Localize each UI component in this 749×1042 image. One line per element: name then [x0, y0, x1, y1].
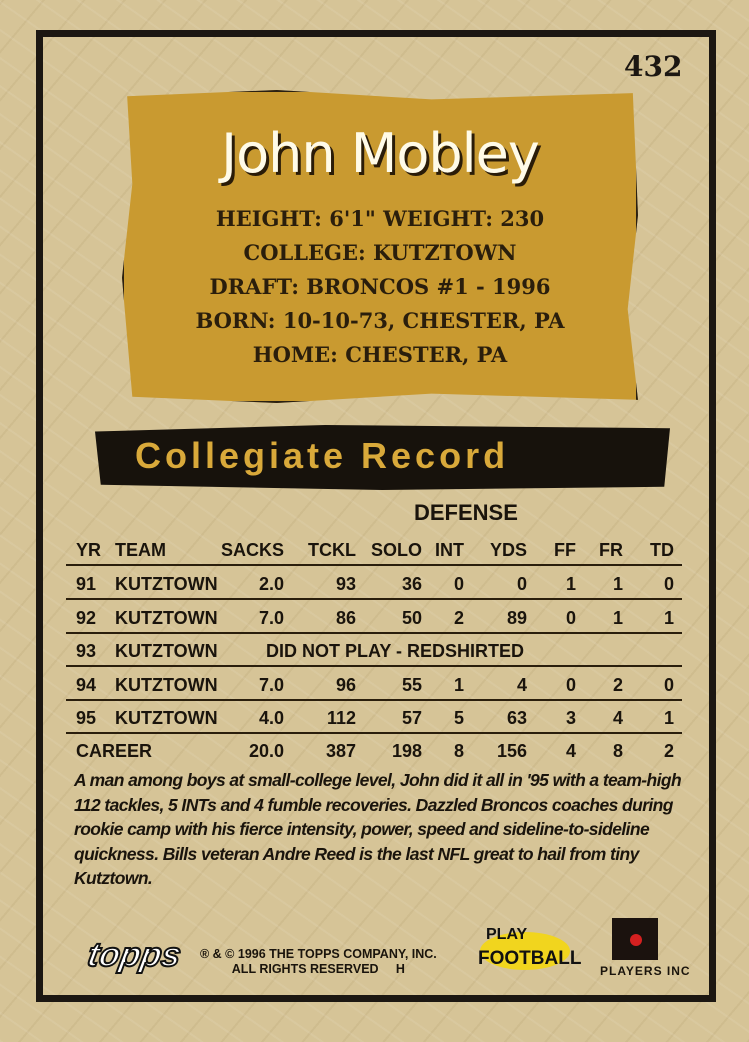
defense-header: DEFENSE [414, 500, 518, 525]
table-cell: 0 [565, 607, 576, 628]
table-cell: 156 [496, 741, 527, 761]
table-cell: 94 [76, 674, 97, 695]
table-cell: 95 [76, 708, 97, 728]
copyright-line: ALL RIGHTS RESERVED H [231, 962, 405, 976]
table-cell: 96 [335, 674, 356, 695]
table-cell: 86 [335, 607, 356, 628]
table-cell: YDS [489, 540, 527, 560]
copyright: ® & © 1996 THE TOPPS COMPANY, INC. ALL R… [200, 947, 437, 977]
table-cell: 93 [76, 641, 97, 661]
table-cell: 2 [453, 607, 464, 628]
player-name: John Mobley [221, 122, 540, 185]
table-row: CAREER 20.0 387 198 8 156 4 8 2 [66, 733, 682, 767]
table-cell: 7.0 [258, 674, 284, 695]
table-cell: TEAM [115, 540, 166, 560]
table-cell: DID NOT PLAY - REDSHIRTED [266, 641, 525, 661]
table-cell: 91 [76, 574, 97, 594]
table-cell: 0 [516, 574, 527, 594]
table-cell: 4 [516, 674, 527, 695]
table-cell: TCKL [308, 540, 356, 560]
bio-text: A man among boys at small-college level,… [74, 770, 682, 888]
table-cell: YR [76, 540, 102, 560]
table-cell: 4.0 [258, 708, 284, 728]
info-line: HEIGHT: 6'1" WEIGHT: 230 [215, 206, 545, 231]
table-row: 92 KUTZTOWN 7.0 86 50 2 89 0 1 1 [66, 600, 682, 634]
table-cell: 2.0 [258, 574, 284, 594]
section-banner: Collegiate Record [95, 425, 670, 490]
info-line: COLLEGE: KUTZTOWN [243, 240, 517, 265]
table-cell: 50 [401, 607, 422, 628]
players-inc-logo [612, 918, 658, 960]
table-cell: 1 [663, 708, 674, 728]
table-cell: 0 [453, 574, 464, 594]
table-cell: 0 [565, 674, 576, 695]
table-cell: CAREER [76, 741, 153, 761]
table-row: 91 KUTZTOWN 2.0 93 36 0 0 1 1 0 [66, 566, 682, 600]
table-cell: 4 [565, 741, 576, 761]
table-cell: 5 [453, 708, 464, 728]
table-cell: 36 [401, 574, 422, 594]
table-cell: INT [435, 540, 464, 560]
table-cell: FF [554, 540, 576, 560]
table-row: 95 KUTZTOWN 4.0 112 57 5 63 3 4 1 [66, 700, 682, 734]
table-cell: 93 [335, 574, 356, 594]
table-cell: KUTZTOWN [115, 641, 218, 661]
table-cell: 4 [612, 708, 623, 728]
section-title: Collegiate Record [135, 435, 510, 476]
table-row: YR TEAM SACKS TCKL SOLO INT YDS FF FR TD [66, 532, 682, 566]
table-cell: TD [650, 540, 674, 560]
table-cell: 63 [506, 708, 527, 728]
table-cell: 89 [506, 607, 527, 628]
table-cell: KUTZTOWN [115, 607, 218, 628]
table-cell: 1 [565, 574, 576, 594]
table-cell: 112 [326, 708, 356, 728]
table-cell: FR [599, 540, 623, 560]
info-line: DRAFT: BRONCOS #1 - 1996 [209, 274, 551, 299]
play-football-logo: PLAY FOOTBALL [478, 926, 582, 970]
table-cell: 0 [663, 574, 674, 594]
table-cell: KUTZTOWN [115, 674, 218, 695]
table-cell: 0 [663, 674, 674, 695]
table-cell: SOLO [370, 540, 422, 560]
player-info: HEIGHT: 6'1" WEIGHT: 230 COLLEGE: KUTZTO… [124, 202, 636, 372]
card-number: 432 [624, 50, 683, 83]
table-cell: 198 [391, 741, 422, 761]
table-cell: 8 [612, 741, 623, 761]
table-cell: 387 [325, 741, 356, 761]
table-cell: 2 [663, 741, 674, 761]
table-cell: 1 [612, 574, 623, 594]
info-line: HOME: CHESTER, PA [252, 342, 508, 367]
card-frame [36, 30, 716, 1002]
table-cell: 3 [565, 708, 576, 728]
table-cell: SACKS [220, 540, 284, 560]
topps-logo: topps [84, 935, 185, 975]
table-cell: 8 [453, 741, 464, 761]
copyright-line: ® & © 1996 THE TOPPS COMPANY, INC. [200, 947, 437, 961]
table-cell: 20.0 [248, 741, 284, 761]
table-row: 94 KUTZTOWN 7.0 96 55 1 4 0 2 0 [66, 667, 682, 701]
table-cell: 55 [401, 674, 422, 695]
table-cell: 1 [453, 674, 464, 695]
table-cell: 2 [612, 674, 623, 695]
table-cell: 7.0 [258, 607, 284, 628]
info-line: BORN: 10-10-73, CHESTER, PA [195, 308, 565, 333]
table-cell: KUTZTOWN [115, 574, 218, 594]
table-cell: KUTZTOWN [115, 708, 218, 728]
table-cell: 57 [401, 708, 422, 728]
table-cell: 1 [612, 607, 623, 628]
player-info-box: John Mobley HEIGHT: 6'1" WEIGHT: 230 COL… [122, 90, 638, 403]
table-row: 93 KUTZTOWN DID NOT PLAY - REDSHIRTED [66, 633, 682, 667]
table-cell: 1 [663, 607, 674, 628]
table-cell: 92 [76, 607, 97, 628]
players-inc-text: PLAYERS INC [600, 964, 691, 978]
